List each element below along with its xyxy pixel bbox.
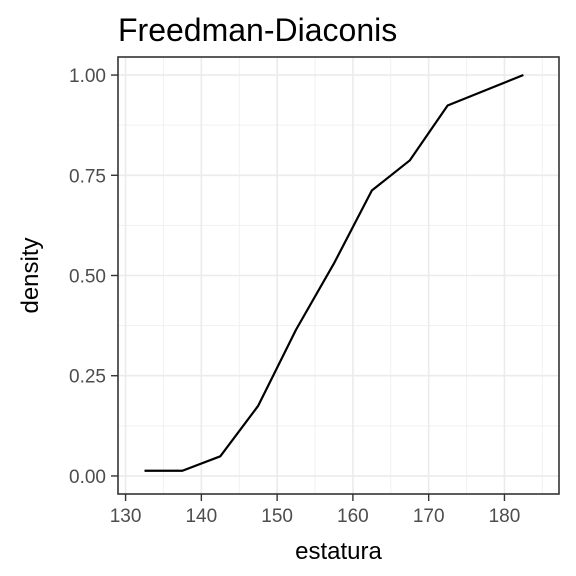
y-tick-label: 0.25 [69, 367, 106, 388]
x-tick-label: 170 [413, 506, 445, 527]
x-tick-label: 160 [337, 506, 369, 527]
x-tick-label: 150 [261, 506, 293, 527]
x-tick-label: 140 [185, 506, 217, 527]
y-tick-label: 1.00 [69, 66, 106, 87]
x-axis-title: estatura [295, 538, 382, 565]
axis-ticks: 130 140 150 160 170 180 0.00 0.25 0.50 0.75 1.00 [69, 66, 520, 527]
y-tick-label: 0.75 [69, 166, 106, 187]
y-tick-label: 0.00 [69, 467, 106, 488]
grid-lines [118, 57, 559, 494]
y-tick-label: 0.50 [69, 267, 106, 288]
chart-title: Freedman-Diaconis [118, 12, 397, 48]
density-line [144, 74, 524, 472]
series-layer [144, 74, 524, 472]
x-tick-label: 130 [110, 506, 142, 527]
x-tick-label: 180 [489, 506, 521, 527]
y-axis-title: density [17, 237, 44, 313]
